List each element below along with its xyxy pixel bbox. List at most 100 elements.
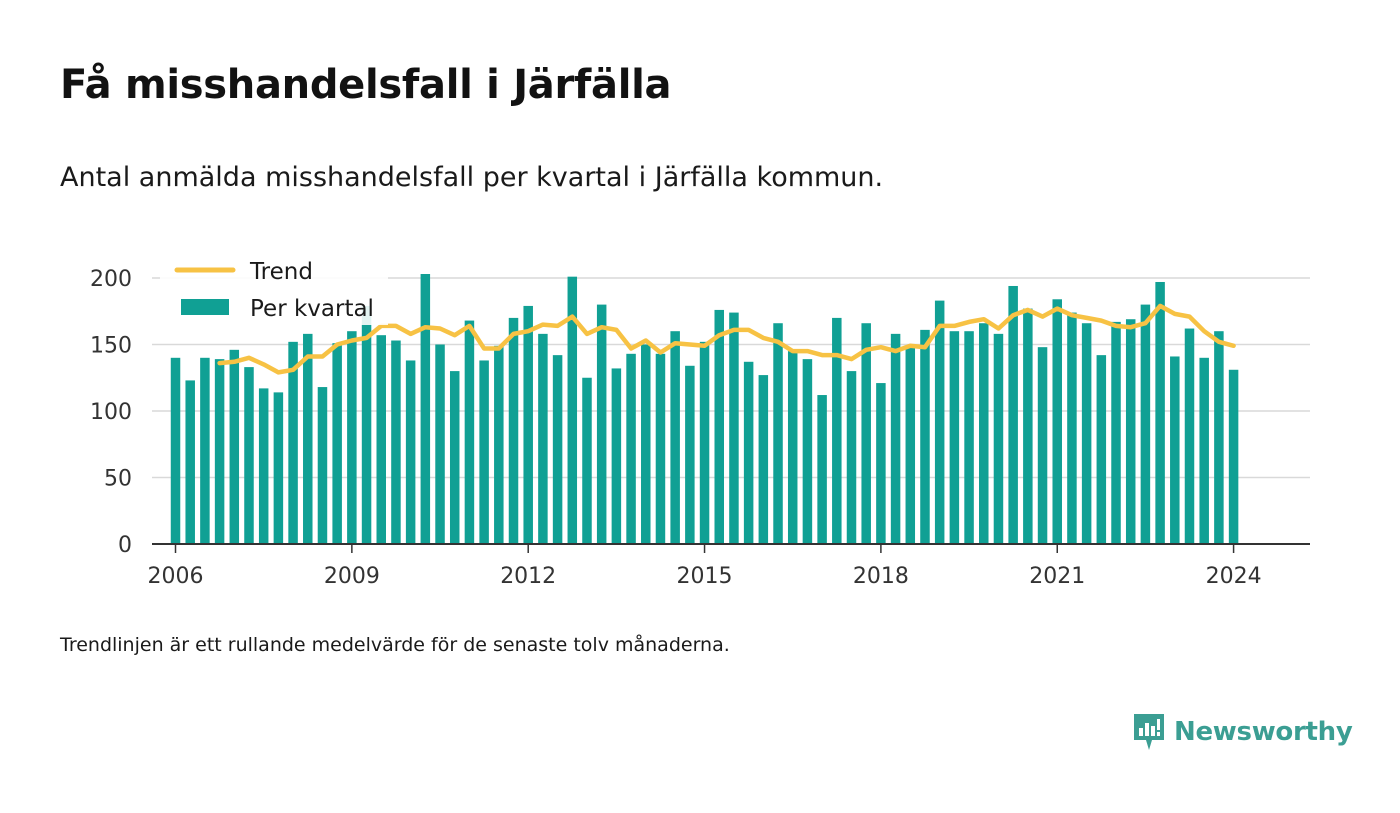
y-tick-label: 100: [90, 400, 132, 425]
bar: [420, 274, 431, 544]
bar: [964, 331, 974, 544]
x-tick-label: 2024: [1206, 564, 1262, 589]
bar: [1052, 299, 1062, 544]
bar: [1170, 356, 1180, 544]
bar: [523, 305, 533, 544]
bar: [1081, 323, 1092, 544]
chart-title: Få misshandelsfall i Järfälla: [60, 62, 672, 108]
bar: [890, 333, 901, 544]
brand-logo: Newsworthy: [1132, 712, 1353, 752]
y-tick-label: 150: [90, 334, 132, 359]
bar: [1199, 357, 1209, 544]
bar: [200, 357, 210, 544]
bar: [1228, 369, 1239, 544]
x-tick-label: 2006: [148, 564, 204, 589]
bar: [170, 357, 181, 544]
bar: [611, 368, 622, 544]
bar: [934, 300, 945, 544]
bar: [920, 329, 930, 544]
bar: [494, 345, 504, 544]
bar: [626, 353, 636, 544]
bar: [435, 344, 445, 544]
y-tick-label: 200: [90, 267, 132, 292]
bar: [552, 355, 563, 544]
bar: [1184, 328, 1195, 544]
bar: [861, 323, 871, 544]
bar: [685, 365, 695, 544]
y-axis-labels: 0 50 100 150 200: [90, 267, 132, 558]
chart-subtitle: Antal anmälda misshandelsfall per kvarta…: [60, 162, 884, 193]
bar: [641, 344, 651, 544]
brand-name: Newsworthy: [1174, 717, 1353, 747]
legend-trend-label: Trend: [249, 259, 313, 285]
bar: [802, 359, 813, 544]
bar: [229, 349, 240, 544]
bar: [376, 335, 386, 544]
bar: [1037, 347, 1048, 544]
bar: [714, 309, 724, 544]
bar: [832, 317, 842, 544]
y-tick-label: 0: [118, 533, 132, 558]
bar: [464, 320, 475, 544]
bar: [846, 371, 857, 544]
bar: [1067, 312, 1077, 544]
trend-line: [217, 303, 1236, 375]
bar: [347, 331, 357, 544]
bar: [1096, 355, 1107, 544]
bar: [405, 360, 416, 544]
bar: [538, 333, 548, 544]
bar: [949, 331, 960, 544]
bar: [743, 361, 754, 544]
bar: [244, 367, 254, 544]
bar: [1008, 285, 1018, 544]
x-tick-label: 2018: [853, 564, 909, 589]
bar: [773, 323, 783, 544]
bar: [582, 377, 592, 544]
bar: [699, 341, 710, 544]
bar: [567, 276, 578, 544]
x-tick-label: 2021: [1029, 564, 1085, 589]
bar: [449, 371, 460, 544]
chart-area: 2006 2009 2012 2015 2018 2021 2024 0 50 100 150 20…: [90, 255, 1310, 589]
bar: [258, 388, 269, 544]
y-tick-label: 50: [104, 467, 132, 492]
bar: [729, 312, 739, 544]
bar: [655, 353, 666, 544]
bar: [1125, 319, 1136, 544]
bar: [303, 333, 313, 544]
bar: [817, 395, 827, 544]
bar: [361, 305, 372, 544]
x-tick-label: 2009: [324, 564, 380, 589]
bar: [185, 380, 195, 544]
bar: [1214, 331, 1224, 544]
bar-series: [170, 274, 1239, 544]
bar: [596, 304, 607, 544]
legend: Trend Per kvartal: [160, 255, 388, 325]
x-axis: 2006 2009 2012 2015 2018 2021 2024: [148, 543, 1310, 589]
legend-bar-label: Per kvartal: [250, 296, 374, 322]
bar: [1140, 304, 1151, 544]
bar: [317, 387, 328, 544]
x-tick-label: 2015: [677, 564, 733, 589]
bar: [273, 392, 284, 544]
bar: [905, 347, 916, 544]
newsworthy-logo-icon: [1134, 714, 1164, 750]
footnote: Trendlinjen är ett rullande medelvärde f…: [60, 634, 730, 656]
bar: [288, 341, 298, 544]
bar: [508, 317, 519, 544]
x-tick-label: 2012: [500, 564, 556, 589]
bar: [979, 323, 989, 544]
bar: [993, 333, 1004, 544]
bar: [332, 343, 342, 544]
bar: [391, 340, 401, 544]
bar: [479, 360, 489, 544]
bar: [1155, 281, 1165, 544]
bar: [670, 331, 680, 544]
bar: [214, 359, 225, 544]
bar: [876, 383, 886, 544]
trend-series: [217, 303, 1236, 375]
bar: [1111, 321, 1121, 544]
bar: [758, 375, 769, 544]
bar: [1023, 308, 1033, 544]
legend-bar-swatch: [181, 299, 229, 315]
